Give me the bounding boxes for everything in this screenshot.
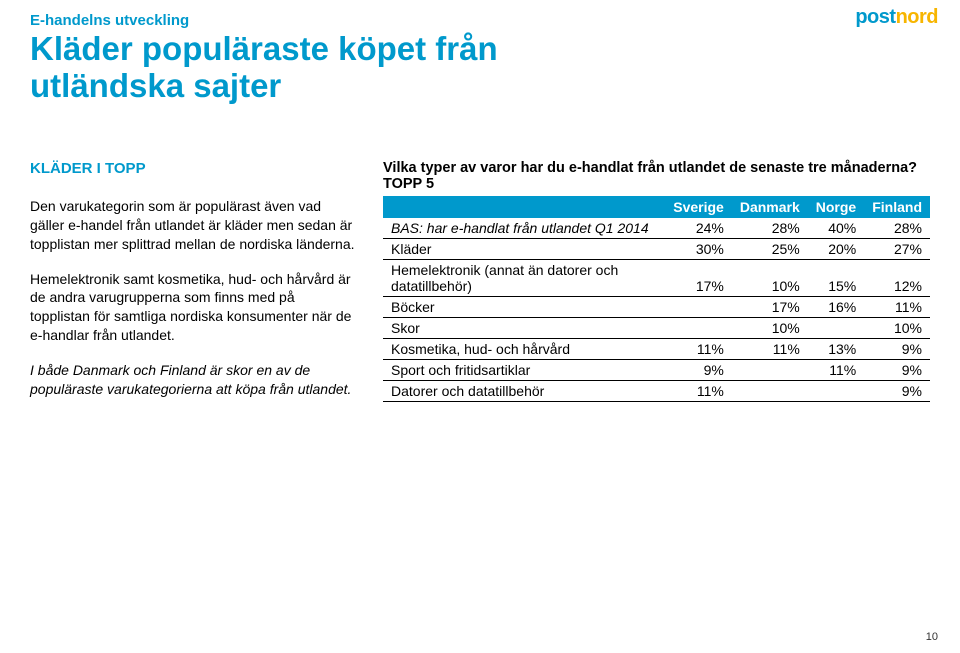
postnord-logo: postnord bbox=[855, 6, 938, 29]
left-column: KLÄDER I TOPP Den varukategorin som är p… bbox=[30, 160, 355, 415]
row-label: Skor bbox=[383, 317, 665, 338]
row-cell: 24% bbox=[665, 218, 732, 239]
row-cell: 11% bbox=[665, 380, 732, 401]
table-row: Kläder30%25%20%27% bbox=[383, 238, 930, 259]
col-header-danmark: Danmark bbox=[732, 196, 808, 218]
row-cell: 17% bbox=[665, 259, 732, 296]
row-label: Böcker bbox=[383, 296, 665, 317]
row-cell: 11% bbox=[665, 338, 732, 359]
row-cell: 9% bbox=[864, 359, 930, 380]
col-header-norge: Norge bbox=[808, 196, 864, 218]
row-cell: 13% bbox=[808, 338, 864, 359]
table-row: Böcker 17%16%11% bbox=[383, 296, 930, 317]
top5-table: Sverige Danmark Norge Finland BAS: har e… bbox=[383, 196, 930, 402]
row-cell: 11% bbox=[864, 296, 930, 317]
row-cell: 28% bbox=[732, 218, 808, 239]
row-label: Hemelektronik (annat än datorer och data… bbox=[383, 259, 665, 296]
row-cell bbox=[808, 317, 864, 338]
row-cell: 20% bbox=[808, 238, 864, 259]
row-cell: 27% bbox=[864, 238, 930, 259]
table-row: Sport och fritidsartiklar9%11%9% bbox=[383, 359, 930, 380]
slide-page: postnord E-handelns utveckling Kläder po… bbox=[0, 0, 960, 415]
col-header-blank bbox=[383, 196, 665, 218]
right-column: Vilka typer av varor har du e-handlat fr… bbox=[383, 160, 930, 415]
row-cell: 16% bbox=[808, 296, 864, 317]
row-cell: 11% bbox=[732, 338, 808, 359]
row-cell: 12% bbox=[864, 259, 930, 296]
eyebrow-text: E-handelns utveckling bbox=[30, 12, 930, 29]
row-cell: 15% bbox=[808, 259, 864, 296]
row-cell: 10% bbox=[864, 317, 930, 338]
row-cell: 17% bbox=[732, 296, 808, 317]
paragraph-1: Den varukategorin som är populärast även… bbox=[30, 197, 355, 254]
paragraph-2: Hemelektronik samt kosmetika, hud- och h… bbox=[30, 270, 355, 346]
table-row: Hemelektronik (annat än datorer och data… bbox=[383, 259, 930, 296]
row-cell: 28% bbox=[864, 218, 930, 239]
col-header-sverige: Sverige bbox=[665, 196, 732, 218]
content-row: KLÄDER I TOPP Den varukategorin som är p… bbox=[30, 160, 930, 415]
row-label: Datorer och datatillbehör bbox=[383, 380, 665, 401]
page-number: 10 bbox=[926, 631, 938, 643]
table-row: Skor 10% 10% bbox=[383, 317, 930, 338]
table-row: Kosmetika, hud- och hårvård11%11%13%9% bbox=[383, 338, 930, 359]
slide-title: Kläder populäraste köpet från utländska … bbox=[30, 31, 930, 105]
row-cell bbox=[665, 296, 732, 317]
row-cell: 25% bbox=[732, 238, 808, 259]
row-label: Kosmetika, hud- och hårvård bbox=[383, 338, 665, 359]
eyebrow-label: E-handelns utveckling bbox=[30, 12, 189, 29]
table-title: Vilka typer av varor har du e-handlat fr… bbox=[383, 160, 930, 192]
logo-second: nord bbox=[896, 6, 938, 28]
row-cell bbox=[665, 317, 732, 338]
table-row: BAS: har e-handlat från utlandet Q1 2014… bbox=[383, 218, 930, 239]
row-cell: 9% bbox=[864, 380, 930, 401]
title-line-2: utländska sajter bbox=[30, 67, 281, 104]
row-cell: 10% bbox=[732, 317, 808, 338]
col-header-finland: Finland bbox=[864, 196, 930, 218]
logo-first: post bbox=[855, 6, 895, 28]
row-label: Kläder bbox=[383, 238, 665, 259]
paragraph-3: I både Danmark och Finland är skor en av… bbox=[30, 361, 355, 399]
table-body: BAS: har e-handlat från utlandet Q1 2014… bbox=[383, 218, 930, 402]
table-head: Sverige Danmark Norge Finland bbox=[383, 196, 930, 218]
row-cell bbox=[732, 359, 808, 380]
row-cell: 11% bbox=[808, 359, 864, 380]
row-cell bbox=[732, 380, 808, 401]
row-cell: 40% bbox=[808, 218, 864, 239]
row-cell: 9% bbox=[665, 359, 732, 380]
subheading: KLÄDER I TOPP bbox=[30, 160, 355, 177]
row-cell bbox=[808, 380, 864, 401]
row-label: BAS: har e-handlat från utlandet Q1 2014 bbox=[383, 218, 665, 239]
row-cell: 10% bbox=[732, 259, 808, 296]
row-cell: 30% bbox=[665, 238, 732, 259]
title-line-1: Kläder populäraste köpet från bbox=[30, 30, 498, 67]
row-cell: 9% bbox=[864, 338, 930, 359]
table-header-row: Sverige Danmark Norge Finland bbox=[383, 196, 930, 218]
table-row: Datorer och datatillbehör11% 9% bbox=[383, 380, 930, 401]
row-label: Sport och fritidsartiklar bbox=[383, 359, 665, 380]
